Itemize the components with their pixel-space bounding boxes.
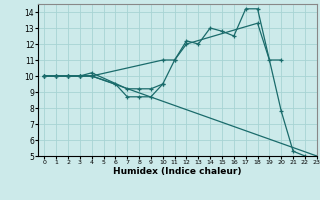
X-axis label: Humidex (Indice chaleur): Humidex (Indice chaleur) xyxy=(113,167,242,176)
